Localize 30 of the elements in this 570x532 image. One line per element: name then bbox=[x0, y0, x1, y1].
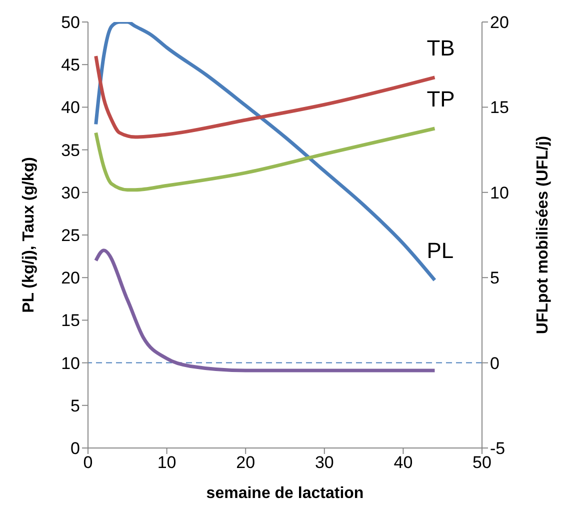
x-tick-label: 10 bbox=[157, 453, 176, 472]
y-tick-label: 0 bbox=[70, 439, 80, 458]
y-tick-label: 10 bbox=[61, 354, 80, 373]
y2-tick-label: 20 bbox=[490, 13, 509, 32]
y-tick-label: 45 bbox=[61, 56, 80, 75]
x-tick-label: 30 bbox=[314, 453, 334, 472]
y-tick-label: 15 bbox=[61, 311, 80, 330]
y2-tick-label: 0 bbox=[490, 354, 500, 373]
y-tick-label: 30 bbox=[61, 183, 80, 202]
y-tick-label: 40 bbox=[61, 98, 80, 118]
series-label: TP bbox=[426, 86, 455, 112]
x-tick-label: 20 bbox=[236, 453, 256, 472]
x-tick-label: 40 bbox=[394, 453, 413, 472]
y2-tick-label: 5 bbox=[490, 268, 500, 288]
y2-tick-label: 10 bbox=[490, 183, 509, 202]
y-tick-label: 25 bbox=[61, 226, 80, 246]
y2-tick-label: -5 bbox=[490, 439, 506, 458]
y-axis-title: PL (kg/j), Taux (g/kg) bbox=[20, 157, 38, 313]
x-tick-label: 50 bbox=[472, 453, 492, 472]
y2-axis-title: UFLpot mobilisées (UFL/j) bbox=[534, 136, 552, 334]
series-label: PL bbox=[426, 238, 454, 264]
series-label: TB bbox=[426, 35, 455, 60]
y-tick-label: 5 bbox=[70, 396, 80, 416]
x-tick-label: 0 bbox=[83, 453, 93, 472]
y2-tick-label: 15 bbox=[490, 98, 509, 118]
y-tick-label: 50 bbox=[61, 13, 80, 32]
y-tick-label: 20 bbox=[61, 268, 80, 288]
line-series bbox=[94, 126, 436, 192]
x-axis-title: semaine de lactation bbox=[206, 485, 364, 502]
y-tick-label: 35 bbox=[61, 140, 80, 160]
